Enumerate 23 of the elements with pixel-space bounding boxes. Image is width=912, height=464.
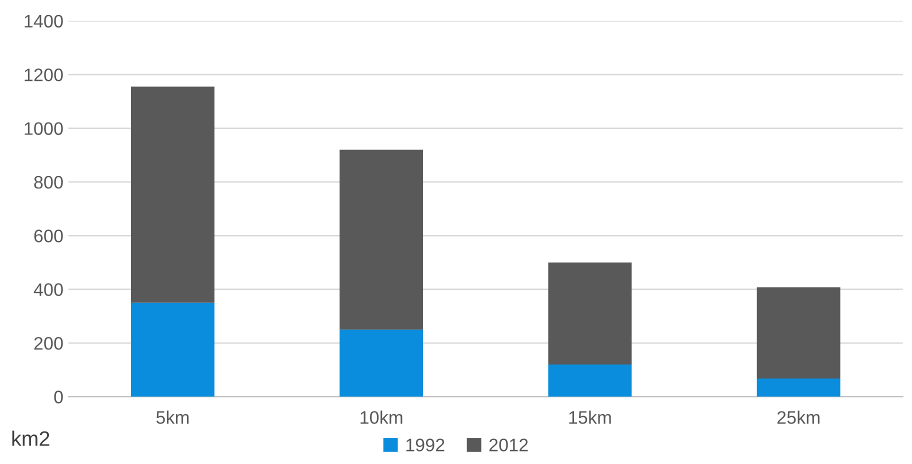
bar: [756, 378, 840, 397]
legend-label: 1992: [406, 438, 444, 452]
bar: [130, 86, 214, 303]
y-tick-label: 600: [34, 230, 63, 242]
y-tick-label: 1000: [24, 122, 63, 135]
x-tick-label: 10km: [360, 410, 402, 424]
bar: [340, 150, 424, 330]
bar: [548, 364, 632, 397]
x-tick-label: 15km: [569, 410, 611, 424]
x-tick-label: 25km: [777, 410, 820, 424]
y-tick-label: 400: [34, 283, 63, 296]
bar: [756, 287, 840, 378]
y-tick-label: 1200: [24, 68, 63, 82]
bar: [548, 262, 632, 365]
text: km2: [12, 430, 50, 446]
bar: [130, 302, 214, 397]
legend-label: 2012: [489, 438, 528, 452]
y-tick-label: 0: [54, 390, 63, 404]
bar: [340, 330, 424, 397]
x-tick-label: 5km: [156, 410, 189, 424]
y-tick-label: 200: [34, 336, 63, 350]
y-tick-label: 800: [34, 176, 63, 189]
y-tick-label: 1400: [24, 14, 63, 28]
